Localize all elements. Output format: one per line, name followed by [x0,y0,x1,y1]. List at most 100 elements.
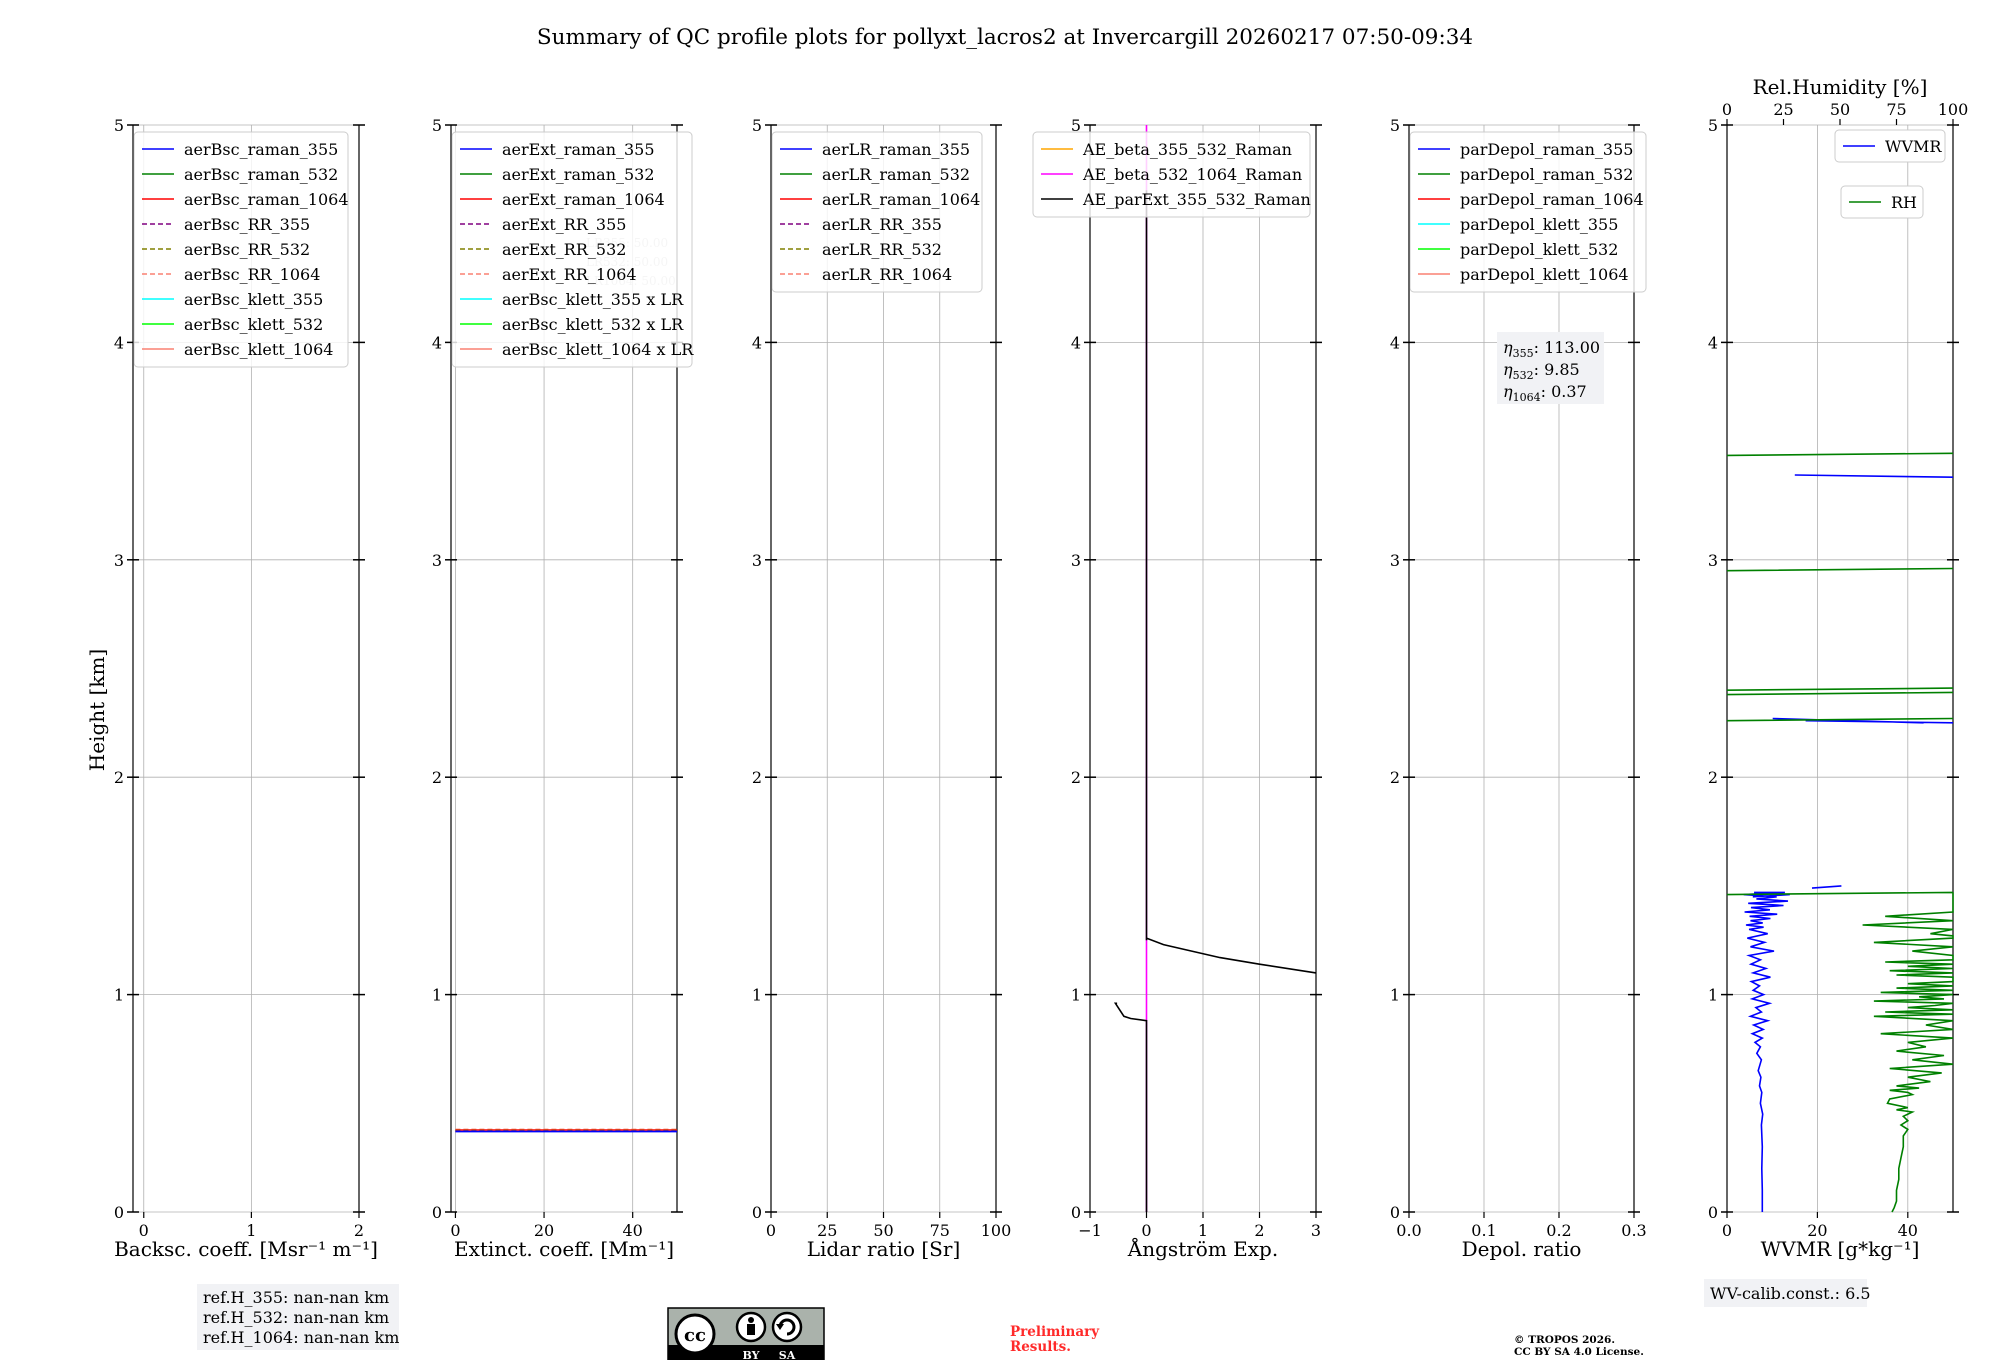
legend: aerExt_raman_355 aerExt_raman_532 aerExt_r… [451,131,694,368]
legend-WVMR: WVMR [1834,129,1946,163]
legend-label: parDepol_raman_532 [1460,165,1633,184]
legend-label: aerLR_raman_355 [822,140,970,159]
legend-RH: RH [1840,185,1924,219]
x-tick-label: 1 [246,1221,256,1240]
legend-label: aerExt_raman_1064 [502,190,665,209]
y-tick-label: 3 [432,551,442,570]
y-tick-label: 5 [1071,116,1081,135]
y-tick-label: 3 [114,551,124,570]
y-tick-label: 5 [1390,116,1400,135]
legend-label: aerLR_raman_1064 [822,190,980,209]
x-axis-label: Extinct. coeff. [Mm⁻¹] [454,1237,674,1261]
y-tick-label: 4 [1390,333,1400,352]
legend-label: aerBsc_RR_532 [184,240,310,259]
y-tick-label: 0 [1071,1203,1081,1222]
info-box-bg [197,1284,399,1350]
legend-label: aerLR_raman_532 [822,165,970,184]
ref-height-line: ref.H_532: nan-nan km [203,1308,389,1327]
y-tick-label: 1 [1708,986,1718,1005]
y-tick-label: 5 [114,116,124,135]
figure-title: Summary of QC profile plots for pollyxt_… [537,25,1473,50]
eta-line: η355: 113.00 [1503,338,1600,360]
legend-label: aerBsc_RR_355 [184,215,310,234]
legend-label: aerBsc_RR_1064 [184,265,320,284]
x2-tick-label: 75 [1886,100,1906,119]
y-tick-label: 0 [1708,1203,1718,1222]
x-tick-label: 100 [981,1221,1012,1240]
x-tick-label: 0 [139,1221,149,1240]
x-tick-label: 25 [817,1221,837,1240]
series-AE_parExt_355_532_Raman [1113,190,1317,1212]
y-tick-label: 4 [114,333,124,352]
x-tick-label: 3 [1311,1221,1321,1240]
legend-label: RH [1891,193,1917,212]
x-tick-label: 0.1 [1471,1221,1496,1240]
legend: aerBsc_raman_355 aerBsc_raman_532 aerBsc_r… [133,131,349,368]
legend-box [451,131,693,368]
cc-icon [674,1313,716,1355]
license-badge[interactable]: cc BY SA [667,1307,825,1360]
legend-box [1840,185,1924,219]
by-label: BY [743,1349,760,1360]
x-axis-label: WVMR [g*kg⁻¹] [1761,1237,1920,1261]
series-RH [1726,452,1954,1213]
y-tick-label: 5 [752,116,762,135]
y-tick-label: 2 [1390,768,1400,787]
y-tick-label: 3 [752,551,762,570]
legend-label: aerExt_RR_532 [502,240,626,259]
legend-label: AE_beta_355_532_Raman [1082,140,1292,159]
legend-box [133,131,349,368]
y-tick-label: 5 [432,116,442,135]
y-tick-label: 0 [114,1203,124,1222]
x-tick-label: 0.3 [1621,1221,1646,1240]
y-tick-label: 3 [1071,551,1081,570]
wv-calib-box: WV-calib.const.: 6.5 [1704,1279,1871,1307]
y-tick-label: 1 [114,986,124,1005]
cc-text: cc [684,1325,706,1346]
x-tick-label: 0 [1141,1221,1151,1240]
x-tick-label: 2 [1254,1221,1264,1240]
y-tick-label: 3 [1390,551,1400,570]
x2-axis-label: Rel.Humidity [%] [1753,75,1928,99]
y-tick-label: 4 [1708,333,1718,352]
x-tick-label: 0 [766,1221,776,1240]
legend-label: aerExt_RR_355 [502,215,626,234]
panel-depol: 0 1 2 3 4 5 0.0 0.1 0.2 0.3 Depol. ratio parDepol_r… [1390,116,1647,1261]
x-axis-label: Ångström Exp. [1127,1236,1278,1261]
x-tick-label: 50 [873,1221,893,1240]
x-tick-label: 0.2 [1546,1221,1571,1240]
legend: aerLR_raman_355 aerLR_raman_532 aerLR_rama… [771,131,983,293]
y-tick-label: 5 [1708,116,1718,135]
legend-label: aerBsc_raman_355 [184,140,338,159]
eta-line: η532: 9.85 [1503,360,1580,382]
info-box-bg [1497,332,1604,404]
sa-share-icon [771,1311,803,1343]
y-tick-label: 2 [752,768,762,787]
legend-label: parDepol_klett_532 [1460,240,1618,259]
y-tick-label: 1 [432,986,442,1005]
ref-height-line: ref.H_1064: nan-nan km [203,1328,399,1347]
legend-label: aerBsc_raman_1064 [184,190,349,209]
legend-label: aerExt_RR_1064 [502,265,637,284]
y-tick-label: 2 [1708,768,1718,787]
x-tick-label: −1 [1078,1221,1102,1240]
legend-label: WVMR [1885,137,1942,156]
legend-label: AE_parExt_355_532_Raman [1082,190,1311,209]
legend-label: aerBsc_klett_1064 [184,340,333,359]
y-tick-label: 2 [1071,768,1081,787]
x2-tick-label: 25 [1773,100,1793,119]
legend-label: aerBsc_raman_532 [184,165,338,184]
y-tick-label: 1 [752,986,762,1005]
legend-label: aerLR_RR_532 [822,240,942,259]
legend-label: aerExt_raman_532 [502,165,655,184]
x2-tick-label: 50 [1830,100,1850,119]
copyright-line-1: © TROPOS 2026. [1514,1334,1615,1346]
y-tick-label: 1 [1071,986,1081,1005]
x-tick-label: 1 [1198,1221,1208,1240]
legend-box [1409,131,1647,293]
